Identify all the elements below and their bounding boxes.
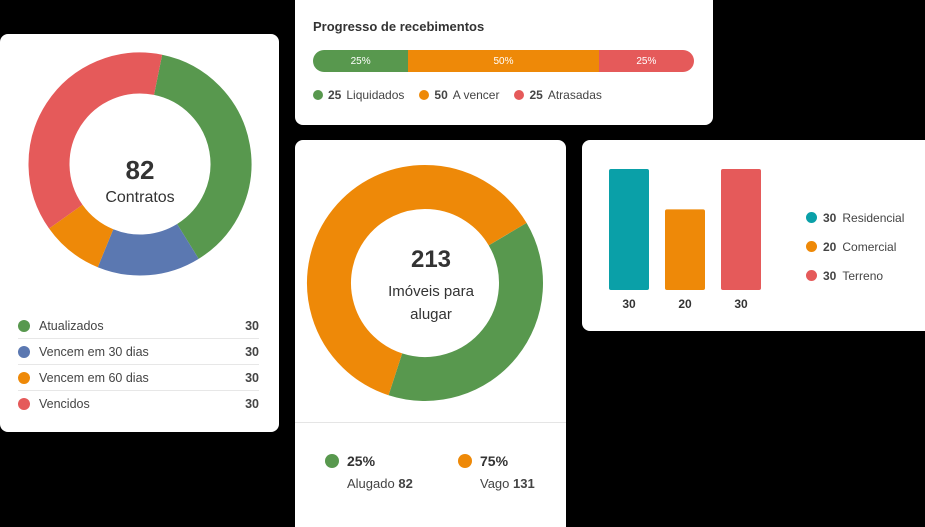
bar-value-label: 20 xyxy=(678,297,692,311)
legend-label: Terreno xyxy=(842,268,884,283)
contratos-donut xyxy=(28,52,252,276)
recebimentos-progress-bar: 25% 50% 25% xyxy=(313,50,694,72)
contratos-slice-1 xyxy=(97,223,199,276)
stat-value: 82 xyxy=(398,476,413,491)
contratos-legend: Atualizados 30 Vencem em 30 dias 30 Vencem e… xyxy=(18,313,259,416)
legend-value: 30 xyxy=(245,318,259,333)
legend-count: 20 xyxy=(823,239,837,254)
contratos-legend-item: Atualizados 30 xyxy=(18,313,259,338)
recebimentos-legend-item: 25 Atrasadas xyxy=(514,88,602,102)
legend-label: Vencidos xyxy=(39,396,90,411)
legend-count: 50 xyxy=(434,88,448,102)
progress-segment: 25% xyxy=(313,50,409,72)
imoveis-donut xyxy=(307,165,543,401)
contratos-legend-item: Vencidos 30 xyxy=(18,390,259,416)
imoveis-slice-0 xyxy=(388,222,543,401)
contratos-slice-0 xyxy=(153,54,252,259)
bar-terreno xyxy=(721,169,761,290)
legend-dot xyxy=(18,319,30,332)
contratos-label: Contratos xyxy=(105,189,175,206)
legend-value: 30 xyxy=(245,370,259,385)
tipos-legend-item: 30 Residencial xyxy=(806,203,904,232)
legend-label: Residencial xyxy=(842,210,905,225)
recebimentos-legend-item: 25 Liquidados xyxy=(313,88,404,102)
tipos-legend-item: 30 Terreno xyxy=(806,261,904,290)
imoveis-card: 213 Imóveis para alugar 25% Alugado 82 75%… xyxy=(295,140,566,527)
legend-dot xyxy=(18,371,30,384)
legend-dot xyxy=(514,90,525,100)
imoveis-stat: 25% Alugado 82 xyxy=(325,453,413,491)
imoveis-stat: 75% Vago 131 xyxy=(458,453,535,491)
bar-comercial xyxy=(665,209,705,290)
imoveis-label-line2: alugar xyxy=(410,306,452,323)
legend-dot xyxy=(419,90,430,100)
stat-value: 131 xyxy=(513,476,535,491)
legend-label: Atualizados xyxy=(39,318,104,333)
contratos-card: 82 Contratos Atualizados 30 Vencem em 30 d… xyxy=(0,34,279,432)
legend-dot xyxy=(18,345,30,358)
legend-label: Vencem em 60 dias xyxy=(39,370,149,385)
legend-dot xyxy=(18,397,30,410)
imoveis-label-line1: Imóveis para xyxy=(388,283,474,300)
bar-value-label: 30 xyxy=(734,297,748,311)
recebimentos-legend-item: 50 A vencer xyxy=(419,88,499,102)
tipos-bar-chart: 30 20 30 xyxy=(609,169,761,311)
legend-label: Liquidados xyxy=(346,88,405,102)
legend-dot xyxy=(313,90,323,100)
imoveis-total: 213 xyxy=(410,246,452,273)
legend-count: 30 xyxy=(823,268,837,283)
stat-dot xyxy=(458,454,472,468)
progress-segment: 25% xyxy=(598,50,694,72)
legend-count: 25 xyxy=(328,88,342,102)
contratos-total: 82 xyxy=(125,155,155,185)
contratos-slice-3 xyxy=(28,52,163,229)
contratos-legend-item: Vencem em 30 dias 30 xyxy=(18,338,259,364)
legend-dot xyxy=(806,241,817,252)
legend-dot xyxy=(806,212,817,223)
legend-count: 25 xyxy=(529,88,543,102)
recebimentos-title: Progresso de recebimentos xyxy=(313,19,485,34)
stat-label: Alugado xyxy=(347,476,395,491)
legend-value: 30 xyxy=(245,344,259,359)
bar-residencial xyxy=(609,169,649,290)
bar-value-label: 30 xyxy=(622,297,636,311)
legend-label: Vencem em 30 dias xyxy=(39,344,149,359)
contratos-slice-2 xyxy=(49,204,115,268)
stat-pct: 25% xyxy=(347,453,376,469)
tipos-legend: 30 Residencial 20 Comercial 30 Terreno xyxy=(806,203,904,290)
tipos-legend-item: 20 Comercial xyxy=(806,232,904,261)
progress-segment: 50% xyxy=(408,50,599,72)
legend-label: Atrasadas xyxy=(547,88,602,102)
legend-label: Comercial xyxy=(842,239,897,254)
imoveis-slice-1 xyxy=(307,165,527,396)
imoveis-divider xyxy=(295,422,566,423)
stat-pct: 75% xyxy=(480,453,509,469)
legend-dot xyxy=(806,270,817,281)
legend-value: 30 xyxy=(245,396,259,411)
tipos-card: 30 20 30 30 Residencial 20 Comercial 30 Terreno xyxy=(582,140,925,331)
recebimentos-card: Progresso de recebimentos 25% 50% 25% 25 Li… xyxy=(295,0,713,125)
legend-label: A vencer xyxy=(452,88,500,102)
legend-count: 30 xyxy=(823,210,837,225)
stat-label: Vago xyxy=(480,476,510,491)
stat-dot xyxy=(325,454,339,468)
contratos-legend-item: Vencem em 60 dias 30 xyxy=(18,364,259,390)
recebimentos-legend: 25 Liquidados 50 A vencer 25 Atrasadas xyxy=(313,88,602,102)
